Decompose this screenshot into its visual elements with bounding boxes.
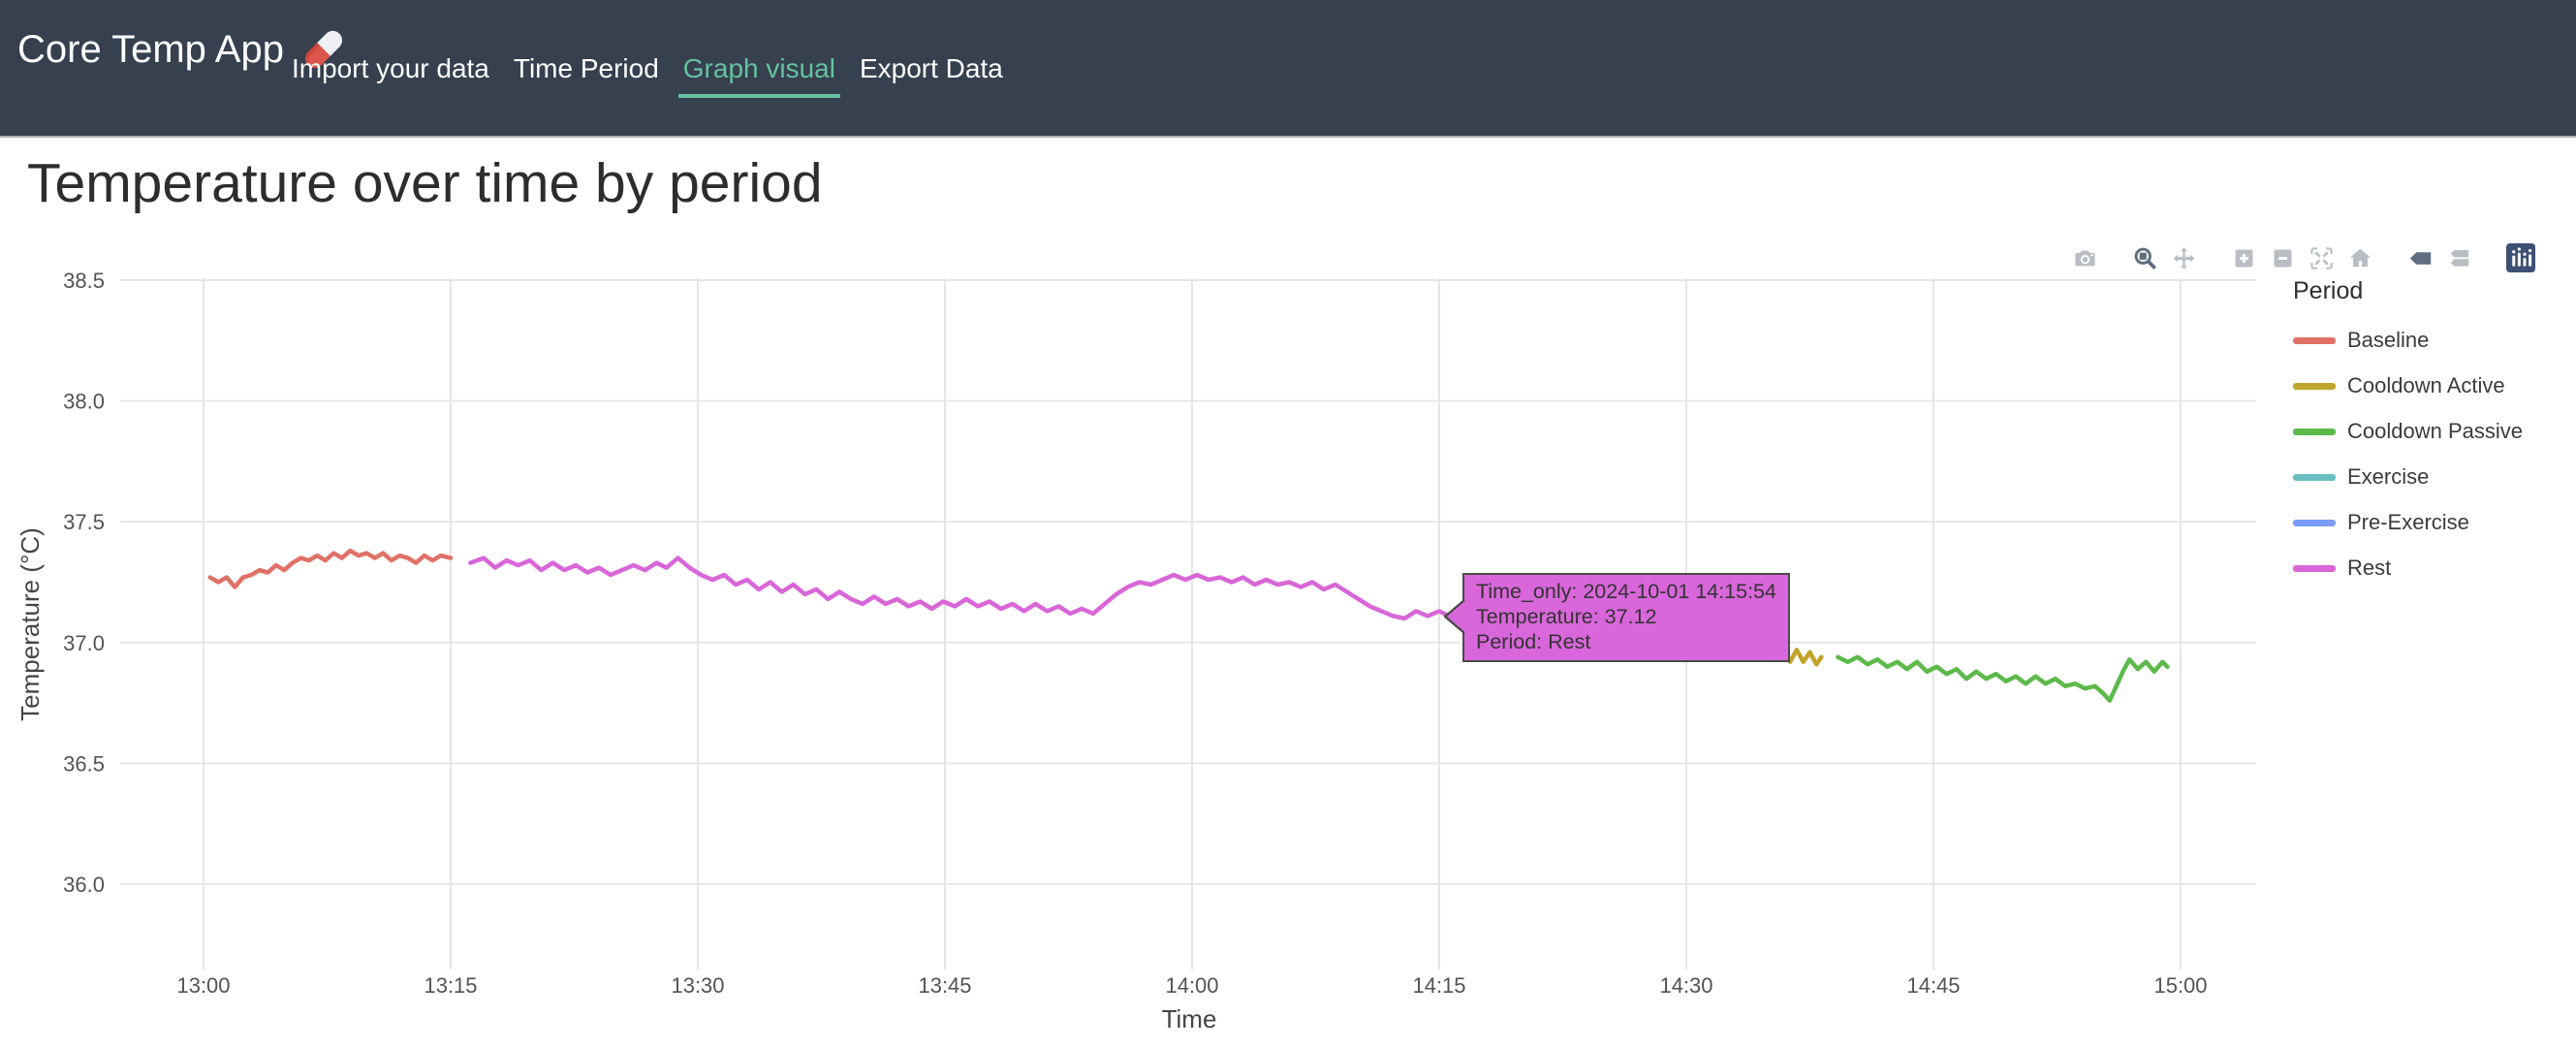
legend-item-cooldown-passive[interactable]: Cooldown Passive	[2293, 419, 2523, 443]
y-tick-label: 37.0	[63, 631, 105, 655]
page-title: Temperature over time by period	[27, 152, 823, 214]
navbar-brand: Core Temp App	[17, 21, 352, 78]
plotly-logo-icon[interactable]	[2506, 243, 2535, 272]
zoom-in-icon[interactable]	[2231, 245, 2257, 271]
legend-item-label: Baseline	[2347, 328, 2430, 352]
hover-tooltip: Time_only: 2024-10-01 14:15:54 Temperatur…	[1443, 573, 1790, 662]
legend-item-pre-exercise[interactable]: Pre-Exercise	[2293, 510, 2523, 534]
plotly-modebar	[2038, 243, 2535, 272]
y-tick-label: 36.0	[63, 873, 105, 897]
legend-item-label: Cooldown Passive	[2347, 419, 2523, 443]
tab-export-data[interactable]: Export Data	[859, 53, 1003, 83]
series-line-cooldown-passive	[1836, 654, 2170, 703]
tab-time-period[interactable]: Time Period	[513, 53, 659, 83]
series-line-cooldown-active	[1781, 648, 1824, 667]
brand-text: Core Temp App	[17, 27, 284, 71]
legend-swatch	[2293, 336, 2336, 344]
tooltip-line: Temperature: 37.12	[1476, 605, 1657, 628]
tooltip-line: Time_only: 2024-10-01 14:15:54	[1476, 580, 1776, 603]
x-tick-label: 14:30	[1659, 973, 1712, 998]
series-line-baseline	[207, 548, 454, 589]
x-axis-title: Time	[1162, 1004, 1217, 1033]
plot-area[interactable]	[120, 278, 2256, 969]
y-tick-label: 36.5	[63, 751, 105, 776]
y-tick-label: 37.5	[63, 510, 105, 534]
gridlines	[120, 278, 2256, 969]
x-tick-label: 14:45	[1906, 973, 1960, 998]
x-tick-labels: 13:00 13:15 13:30 13:45 14:00 14:15 14:30 14:45…	[176, 973, 2207, 998]
legend-swatch	[2293, 428, 2336, 435]
home-icon[interactable]	[2347, 245, 2373, 271]
zoom-icon[interactable]	[2132, 245, 2158, 271]
x-tick-label: 14:15	[1412, 973, 1465, 998]
navbar: Core Temp App Import your data Time Peri…	[0, 0, 2576, 138]
legend-swatch	[2293, 519, 2336, 526]
y-tick-labels: 36.0 36.5 37.0 37.5 38.0 38.5	[63, 269, 105, 897]
legend-title: Period	[2293, 277, 2364, 304]
pan-icon[interactable]	[2171, 245, 2197, 271]
legend-item-label: Exercise	[2347, 464, 2430, 489]
legend-item-baseline[interactable]: Baseline	[2293, 328, 2523, 352]
zoom-out-icon[interactable]	[2270, 245, 2296, 271]
pill-icon	[296, 21, 352, 78]
x-tick-label: 13:30	[671, 973, 724, 998]
y-axis-title: Temperature (°C)	[16, 527, 45, 721]
hover-closest-icon[interactable]	[2407, 245, 2434, 271]
x-tick-label: 15:00	[2153, 973, 2207, 998]
series-lines	[207, 548, 2170, 703]
hover-compare-icon[interactable]	[2446, 245, 2472, 271]
y-tick-label: 38.5	[63, 269, 105, 293]
tooltip-line: Period: Rest	[1476, 630, 1591, 653]
legend-swatch	[2293, 473, 2336, 481]
legend-item-label: Pre-Exercise	[2347, 510, 2469, 534]
x-tick-label: 13:15	[424, 973, 477, 998]
x-tick-label: 13:45	[918, 973, 971, 998]
legend-item-label: Rest	[2347, 556, 2392, 580]
legend-item-exercise[interactable]: Exercise	[2293, 464, 2523, 489]
legend: Period Baseline Cooldown Active Cooldown P…	[2293, 277, 2523, 580]
x-tick-label: 13:00	[176, 973, 230, 998]
legend-swatch	[2293, 382, 2336, 390]
nav-tabs: Import your data Time Period Graph visua…	[287, 53, 1008, 98]
legend-item-rest[interactable]: Rest	[2293, 556, 2523, 580]
legend-item-label: Cooldown Active	[2347, 373, 2505, 397]
tab-graph-visual[interactable]: Graph visual	[677, 55, 841, 98]
autoscale-icon[interactable]	[2309, 245, 2335, 271]
legend-item-cooldown-active[interactable]: Cooldown Active	[2293, 373, 2523, 397]
series-line-rest	[468, 556, 1463, 621]
camera-icon[interactable]	[2072, 245, 2098, 271]
tab-import-your-data[interactable]: Import your data	[292, 53, 489, 83]
tooltip-arrow-icon	[1443, 599, 1465, 634]
legend-swatch	[2293, 564, 2336, 572]
x-tick-label: 14:00	[1165, 973, 1218, 998]
y-tick-label: 38.0	[63, 390, 105, 414]
